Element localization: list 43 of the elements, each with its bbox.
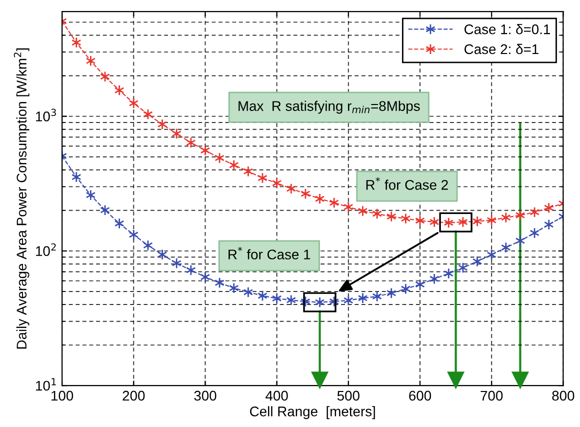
x-axis-title: Cell Range [meters] [250, 406, 375, 420]
point [228, 160, 239, 171]
point [272, 178, 282, 189]
legend-label: Case 1: δ=0.1 [464, 24, 550, 34]
x-tick-label: 300 [194, 390, 216, 401]
y-tick-label: 10$^{3}$ [36, 108, 56, 122]
point [386, 211, 396, 222]
point [358, 205, 368, 217]
point [429, 216, 440, 228]
x-tick-label: 400 [266, 390, 288, 401]
point [71, 171, 82, 183]
point [429, 273, 440, 284]
point [544, 219, 554, 230]
y-tick-label: 10$^{2}$ [36, 243, 56, 256]
annotation: R$^{*}$ for Case 1 [228, 246, 310, 260]
point [200, 271, 210, 283]
point [501, 242, 511, 254]
legend-label: Case 2: δ=1 [464, 44, 538, 54]
point [286, 294, 296, 306]
annotation: Max R satisfying r$_{min}$=8Mbps [238, 100, 420, 114]
point [444, 268, 454, 280]
point [228, 282, 239, 294]
point [544, 202, 554, 214]
point [344, 294, 354, 306]
point [114, 218, 124, 230]
x-tick-label: 200 [122, 390, 145, 401]
point [272, 292, 282, 304]
point [200, 144, 210, 156]
point [400, 212, 411, 224]
y-axis-title: Daily Average Area Power Consumption [W/km$^{2}$] [14, 48, 30, 349]
annotation: R$^{*}$ for Case 2 [366, 177, 448, 190]
x-tick-label: 500 [337, 390, 360, 401]
point [86, 190, 96, 201]
x-tick-label: 600 [409, 390, 432, 401]
x-tick-label: 100 [52, 390, 74, 401]
point [157, 249, 168, 260]
x-tick-label: 800 [552, 390, 574, 401]
x-tick-label: 700 [480, 390, 503, 401]
y-tick-label: 10$^{1}$ [36, 378, 56, 391]
point [71, 36, 82, 48]
point [344, 201, 354, 213]
point [501, 212, 511, 224]
point [472, 256, 482, 267]
